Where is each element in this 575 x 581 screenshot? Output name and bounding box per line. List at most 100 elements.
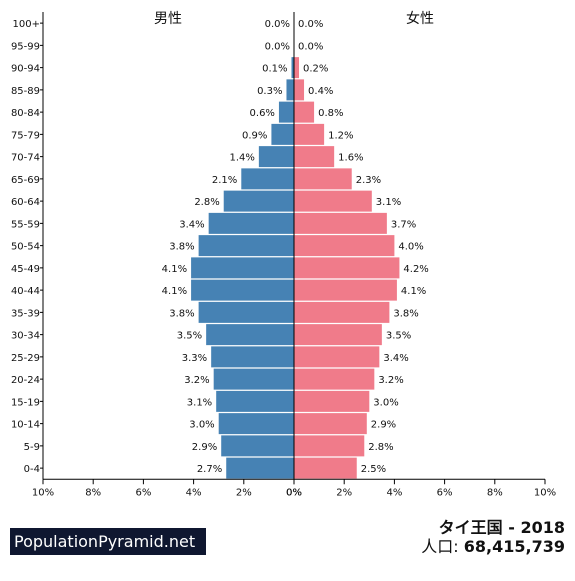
male-bar-10-14 — [218, 413, 294, 435]
country-year-title: タイ王国 - 2018 — [438, 518, 565, 537]
female-label-75-79: 1.2% — [328, 130, 353, 141]
age-tick-label-75-79: 75-79 — [11, 130, 40, 141]
age-tick-label-65-69: 65-69 — [11, 175, 40, 186]
age-tick-label-30-34: 30-34 — [11, 331, 40, 342]
age-tick-label-35-39: 35-39 — [11, 308, 40, 319]
male-label-90-94: 0.1% — [262, 64, 287, 75]
male-label-5-9: 2.9% — [192, 442, 217, 453]
male-label-75-79: 0.9% — [242, 130, 267, 141]
right-x-tick-label-0: 10% — [534, 487, 556, 498]
female-label-30-34: 3.5% — [386, 331, 411, 342]
age-tick-label-45-49: 45-49 — [11, 264, 40, 275]
female-bar-0-4 — [294, 457, 357, 479]
left-x-tick-label-5: 0% — [286, 487, 302, 498]
age-tick-label-90-94: 90-94 — [11, 64, 40, 75]
male-label-30-34: 3.5% — [177, 331, 202, 342]
brand-logo[interactable]: PopulationPyramid.net — [10, 528, 206, 555]
female-bar-30-34 — [294, 324, 382, 346]
female-bar-40-44 — [294, 279, 397, 301]
left-x-tick-label-3: 4% — [186, 487, 202, 498]
age-tick-label-25-29: 25-29 — [11, 353, 40, 364]
female-bar-20-24 — [294, 368, 375, 390]
male-label-15-19: 3.1% — [187, 397, 212, 408]
female-bar-25-29 — [294, 346, 380, 368]
male-bar-65-69 — [241, 168, 294, 190]
female-label-100+: 0.0% — [298, 19, 323, 30]
male-label-35-39: 3.8% — [169, 308, 194, 319]
female-bar-70-74 — [294, 146, 335, 168]
age-tick-label-55-59: 55-59 — [11, 219, 40, 230]
female-bar-85-89 — [294, 79, 305, 101]
male-label-40-44: 4.1% — [162, 286, 187, 297]
male-bar-20-24 — [213, 368, 294, 390]
female-label-55-59: 3.7% — [391, 219, 416, 230]
female-bar-35-39 — [294, 301, 390, 323]
left-x-tick-label-2: 6% — [135, 487, 151, 498]
male-label-85-89: 0.3% — [257, 86, 282, 97]
female-label-90-94: 0.2% — [303, 64, 328, 75]
female-label-0-4: 2.5% — [361, 464, 386, 475]
male-bar-50-54 — [198, 235, 294, 257]
age-tick-label-95-99: 95-99 — [11, 41, 40, 52]
male-label-0-4: 2.7% — [197, 464, 222, 475]
age-tick-label-100+: 100+ — [13, 19, 40, 30]
male-bar-60-64 — [223, 190, 294, 212]
male-series-title: 男性 — [154, 11, 182, 27]
male-bar-35-39 — [198, 301, 294, 323]
female-bar-5-9 — [294, 435, 365, 457]
age-tick-label-0-4: 0-4 — [24, 464, 40, 475]
male-label-55-59: 3.4% — [179, 219, 204, 230]
age-tick-label-20-24: 20-24 — [11, 375, 40, 386]
age-tick-label-60-64: 60-64 — [11, 197, 40, 208]
female-label-20-24: 3.2% — [378, 375, 403, 386]
female-label-70-74: 1.6% — [338, 153, 363, 164]
female-label-45-49: 4.2% — [403, 264, 428, 275]
male-bar-5-9 — [221, 435, 294, 457]
age-tick-label-15-19: 15-19 — [11, 397, 40, 408]
male-label-10-14: 3.0% — [189, 420, 214, 431]
age-tick-label-80-84: 80-84 — [11, 108, 40, 119]
male-bar-85-89 — [286, 79, 294, 101]
female-label-95-99: 0.0% — [298, 41, 323, 52]
age-tick-label-85-89: 85-89 — [11, 86, 40, 97]
left-x-tick-label-4: 2% — [236, 487, 252, 498]
male-bar-30-34 — [206, 324, 294, 346]
right-x-tick-label-1: 8% — [487, 487, 503, 498]
female-bar-75-79 — [294, 123, 325, 145]
female-bar-50-54 — [294, 235, 395, 257]
right-x-tick-label-2: 6% — [437, 487, 453, 498]
age-tick-label-5-9: 5-9 — [24, 442, 40, 453]
male-label-60-64: 2.8% — [194, 197, 219, 208]
male-label-80-84: 0.6% — [250, 108, 275, 119]
female-label-50-54: 4.0% — [398, 242, 423, 253]
female-label-85-89: 0.4% — [308, 86, 333, 97]
age-tick-label-10-14: 10-14 — [11, 420, 40, 431]
male-label-45-49: 4.1% — [162, 264, 187, 275]
female-label-5-9: 2.8% — [368, 442, 393, 453]
female-bar-10-14 — [294, 413, 367, 435]
age-tick-label-70-74: 70-74 — [11, 153, 40, 164]
age-tick-label-40-44: 40-44 — [11, 286, 40, 297]
female-bar-60-64 — [294, 190, 372, 212]
female-label-35-39: 3.8% — [393, 308, 418, 319]
female-label-80-84: 0.8% — [318, 108, 343, 119]
right-x-tick-label-3: 4% — [386, 487, 402, 498]
male-label-95-99: 0.0% — [265, 41, 290, 52]
age-tick-label-50-54: 50-54 — [11, 242, 40, 253]
male-bar-45-49 — [191, 257, 294, 279]
male-bar-80-84 — [278, 101, 294, 123]
right-x-tick-label-4: 2% — [336, 487, 352, 498]
male-bar-25-29 — [211, 346, 294, 368]
male-bar-15-19 — [216, 390, 294, 412]
population-label: 人口: — [421, 537, 459, 556]
female-label-25-29: 3.4% — [383, 353, 408, 364]
male-label-25-29: 3.3% — [182, 353, 207, 364]
left-x-tick-label-1: 8% — [85, 487, 101, 498]
female-bar-65-69 — [294, 168, 352, 190]
male-bar-75-79 — [271, 123, 294, 145]
population-total: 人口: 68,415,739 — [421, 533, 565, 557]
female-bar-90-94 — [294, 57, 300, 79]
female-label-65-69: 2.3% — [356, 175, 381, 186]
female-bar-15-19 — [294, 390, 370, 412]
